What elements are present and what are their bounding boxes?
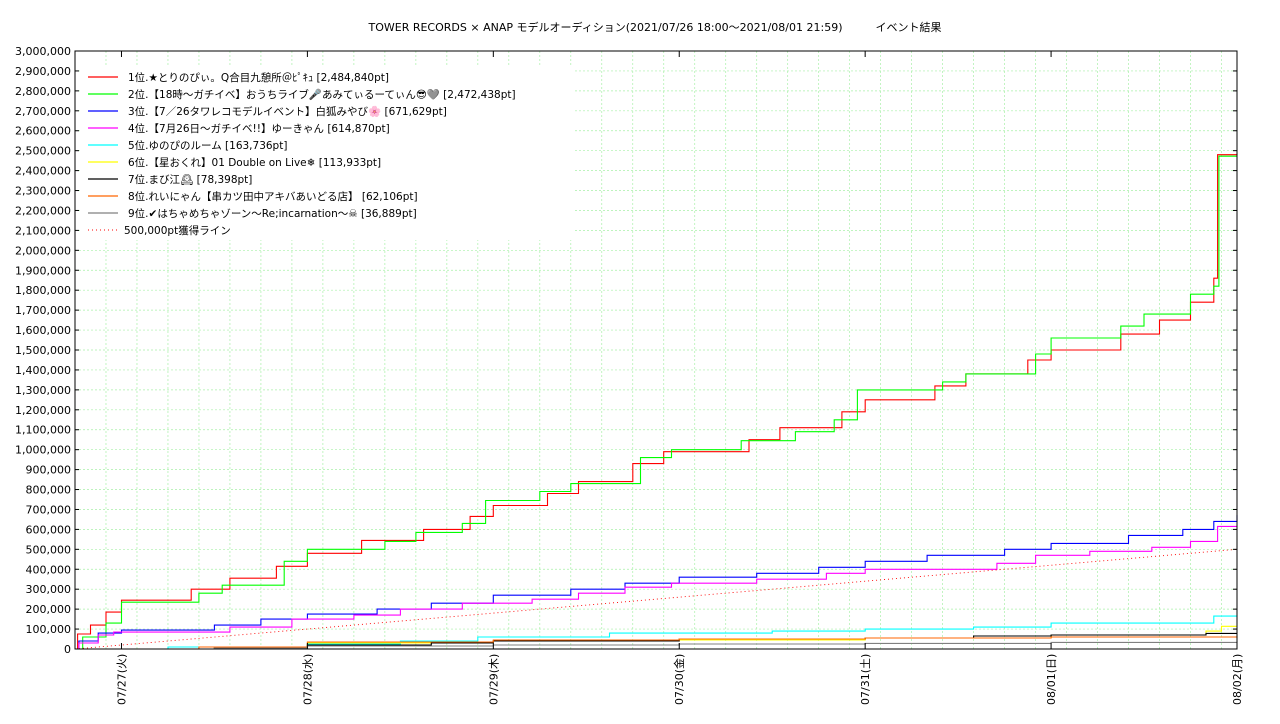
x-tick-label: 07/29(木) xyxy=(487,654,500,705)
legend-label: 8位.れいにゃん【串カツ田中アキバあいどる店】 [62,106pt] xyxy=(128,190,418,203)
y-tick-label: 700,000 xyxy=(26,503,72,516)
legend-label: 2位.【18時〜ガチイベ】おうちライブ🎤あみてぃるーてぃん😎🩶 [2,472,4… xyxy=(128,88,516,101)
x-tick-label: 07/30(金) xyxy=(672,654,686,705)
grid xyxy=(75,51,1237,649)
series-line-5 xyxy=(75,615,1238,650)
series-line-2 xyxy=(75,155,1237,650)
y-tick-label: 2,500,000 xyxy=(15,145,71,158)
y-tick-label: 100,000 xyxy=(26,623,72,636)
y-tick-label: 2,300,000 xyxy=(15,185,71,198)
y-tick-label: 2,400,000 xyxy=(15,165,71,178)
series-line-10 xyxy=(74,548,1238,650)
y-tick-label: 600,000 xyxy=(26,523,72,536)
y-tick-label: 2,100,000 xyxy=(15,224,71,237)
chart-title: TOWER RECORDS × ANAP モデルオーディション(2021/07/… xyxy=(368,20,942,34)
y-tick-label: 900,000 xyxy=(26,464,72,477)
x-tick-label: 07/27(火) xyxy=(115,654,128,705)
y-tick-label: 2,800,000 xyxy=(15,85,71,98)
y-tick-label: 1,300,000 xyxy=(15,384,71,397)
y-tick-label: 1,100,000 xyxy=(15,424,71,437)
legend-label: 3位.【7／26タワレコモデルイベント】白狐みやび🌸 [671,629pt] xyxy=(128,105,447,118)
y-tick-label: 800,000 xyxy=(26,484,72,497)
legend-box xyxy=(80,66,575,240)
y-tick-label: 2,900,000 xyxy=(15,65,71,78)
x-tick-label: 08/01(日) xyxy=(1045,654,1058,705)
y-tick-label: 1,800,000 xyxy=(15,284,71,297)
y-tick-label: 200,000 xyxy=(26,603,72,616)
y-tick-label: 3,000,000 xyxy=(15,45,71,58)
y-tick-label: 2,600,000 xyxy=(15,125,71,138)
y-tick-label: 1,900,000 xyxy=(15,264,71,277)
x-tick-label: 08/02(月) xyxy=(1231,654,1244,705)
series-line-8 xyxy=(75,636,1238,650)
series-line-4 xyxy=(75,525,1237,650)
x-tick-label: 07/28(水) xyxy=(301,654,314,705)
legend-label: 500,000pt獲得ライン xyxy=(124,224,231,237)
y-tick-label: 1,700,000 xyxy=(15,304,71,317)
y-tick-label: 400,000 xyxy=(26,563,72,576)
y-tick-label: 2,000,000 xyxy=(15,244,71,257)
y-tick-label: 1,000,000 xyxy=(15,444,71,457)
series-line-6 xyxy=(75,625,1237,650)
y-tick-label: 300,000 xyxy=(26,583,72,596)
y-tick-label: 1,600,000 xyxy=(15,324,71,337)
series-line-9 xyxy=(75,641,1238,650)
y-tick-label: 0 xyxy=(64,643,71,656)
legend-label: 4位.【7月26日〜ガチイベ!!】ゆーきゃん [614,870pt] xyxy=(128,122,390,135)
legend-label: 9位.✔はちゃめちゃゾーン〜Re;incarnation〜☠ [36,889pt… xyxy=(128,207,417,220)
legend-label: 1位.★とりのぴぃ。Q合目九憩所＠ﾋﾟｷｭ [2,484,840pt] xyxy=(128,71,389,84)
x-tick-label: 07/31(土) xyxy=(859,654,872,705)
axes: 0 100,000 200,000 300,000 400,000 500,000 600,… xyxy=(15,45,1244,705)
legend-label: 7位.まび江🕰 [78,398pt] xyxy=(128,173,252,186)
legend-label: 6位.【星おくれ】01 Double on Live❄ [113,933pt] xyxy=(128,156,381,169)
y-tick-label: 1,400,000 xyxy=(15,364,71,377)
legend: 1位.★とりのぴぃ。Q合目九憩所＠ﾋﾟｷｭ [2,484,840pt] 2位.【1… xyxy=(80,66,575,240)
y-tick-label: 1,200,000 xyxy=(15,404,71,417)
y-tick-label: 500,000 xyxy=(26,543,72,556)
y-tick-label: 2,700,000 xyxy=(15,105,71,118)
series-line-3 xyxy=(75,515,1238,650)
y-tick-label: 2,200,000 xyxy=(15,204,71,217)
series-layer xyxy=(74,153,1238,650)
legend-label: 5位.ゆのぴのルーム [163,736pt] xyxy=(128,139,287,152)
y-tick-label: 1,500,000 xyxy=(15,344,71,357)
